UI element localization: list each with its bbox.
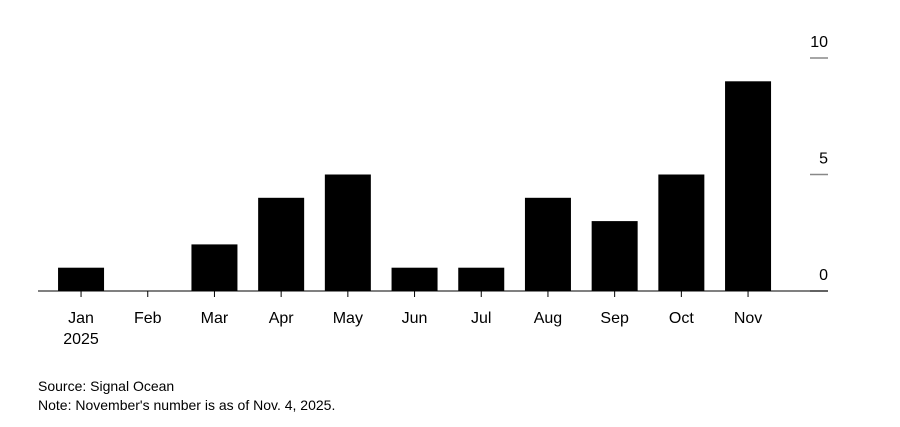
x-tick-label: Jan [68, 310, 94, 327]
note: Note: November's number is as of Nov. 4,… [38, 397, 335, 413]
bar [58, 267, 105, 291]
y-tick-label: 5 [819, 151, 828, 168]
bar [458, 267, 505, 291]
bar [725, 81, 772, 291]
bar [591, 221, 638, 291]
x-tick-label: Nov [734, 310, 762, 327]
x-tick-label: May [333, 310, 363, 327]
x-tick-label: Jun [402, 310, 428, 327]
x-tick-label: Apr [269, 310, 295, 327]
y-tick-label: 10 [810, 34, 828, 51]
bar [658, 174, 705, 291]
bar [258, 197, 305, 291]
x-tick-label: Jul [471, 310, 491, 327]
y-tick-label: 0 [819, 267, 828, 284]
x-tick-label: Oct [669, 310, 694, 327]
x-tick-label: Sep [600, 310, 629, 327]
x-tick-label: Mar [201, 310, 229, 327]
source: Source: Signal Ocean [38, 378, 174, 394]
x-tick-label: Feb [134, 310, 162, 327]
bar [191, 244, 238, 291]
year-label: 2025 [63, 331, 99, 348]
bar [324, 174, 371, 291]
x-tick-label: Aug [534, 310, 562, 327]
bar [391, 267, 438, 291]
bar [524, 197, 571, 291]
